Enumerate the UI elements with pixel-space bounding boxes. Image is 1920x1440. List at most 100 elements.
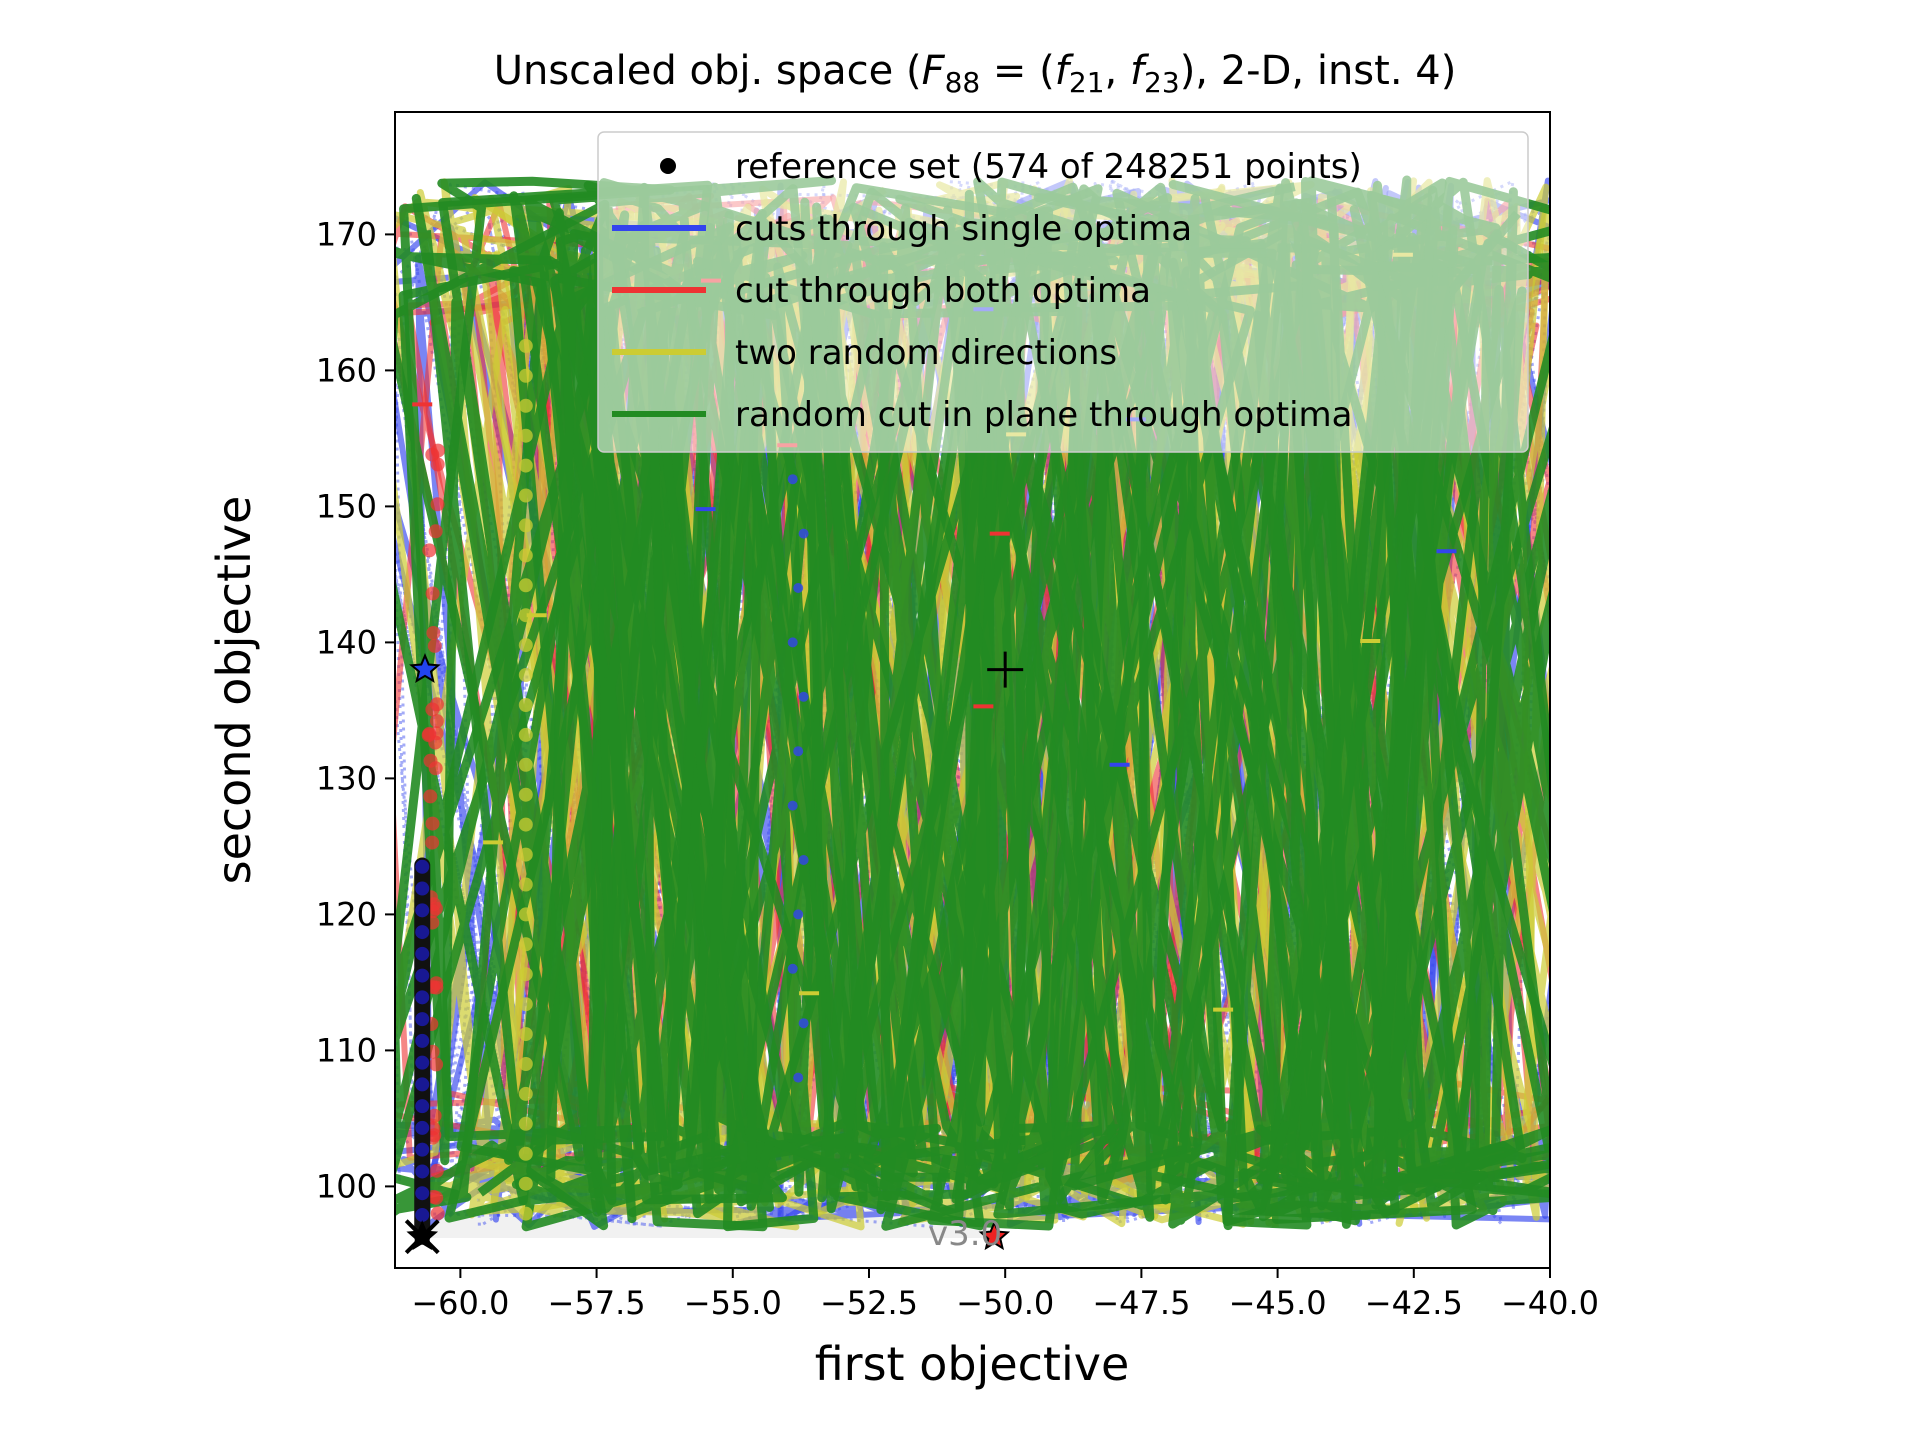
- yellow-dot: [518, 548, 533, 563]
- reference-point: [415, 1164, 430, 1179]
- red-dot: [427, 1128, 442, 1143]
- blue-dot: [793, 1072, 804, 1083]
- y-tick-label: 170: [316, 215, 377, 253]
- yellow-dot: [518, 967, 533, 982]
- red-dot: [431, 443, 445, 458]
- reference-point: [415, 1012, 430, 1027]
- legend-label-0: reference set (574 of 248251 points): [735, 147, 1362, 187]
- x-tick-label: −57.5: [548, 1284, 646, 1322]
- x-tick-label: −47.5: [1092, 1284, 1190, 1322]
- x-tick-label: −45.0: [1229, 1284, 1327, 1322]
- yellow-dot: [518, 668, 533, 682]
- red-dot: [423, 789, 438, 804]
- yellow-dot: [518, 757, 533, 772]
- y-tick-label: 110: [316, 1031, 377, 1069]
- blue-star-marker: [409, 652, 441, 683]
- reference-point: [415, 1120, 430, 1135]
- legend: reference set (574 of 248251 points) cuts…: [597, 131, 1529, 453]
- red-dot: [430, 497, 445, 512]
- blue-dot: [798, 691, 809, 702]
- yellow-dot: [518, 1027, 533, 1042]
- red-dot: [429, 1190, 444, 1205]
- legend-label-1: cuts through single optima: [735, 209, 1192, 249]
- blue-dot: [798, 1018, 809, 1029]
- blue-dot: [793, 746, 804, 757]
- yellow-dot: [518, 877, 533, 892]
- yellow-dot: [518, 1176, 533, 1191]
- x-tick-label: −52.5: [820, 1284, 918, 1322]
- yellow-dot: [518, 1146, 533, 1161]
- yellow-dot: [518, 847, 533, 862]
- optimum-2-star: [978, 1220, 1011, 1251]
- yellow-dot: [518, 1116, 533, 1131]
- reference-point: [415, 1142, 430, 1157]
- x-tick-label: −40.0: [1501, 1284, 1599, 1322]
- yellow-dot: [518, 578, 533, 593]
- x-axis-label: first objective: [815, 1337, 1130, 1391]
- red-dot: [422, 543, 437, 558]
- version-label: v3.0: [928, 1214, 1002, 1254]
- x-tick-label: −50.0: [956, 1284, 1054, 1322]
- blue-dot: [793, 583, 804, 593]
- legend-marker-0: [660, 158, 676, 174]
- yellow-dot: [518, 638, 533, 653]
- red-dot: [426, 626, 441, 640]
- red-dot: [427, 1108, 442, 1123]
- chart-title: Unscaled obj. space (F88 = (f21, f23), 2…: [494, 48, 1457, 99]
- reference-point: [415, 1099, 430, 1114]
- reference-point: [415, 925, 430, 940]
- yellow-dot: [518, 907, 533, 922]
- marks-layer: [404, 252, 1457, 1255]
- blue-dot: [787, 474, 798, 485]
- reference-point: [415, 1186, 430, 1201]
- yellow-dot: [518, 398, 533, 413]
- yellow-dot: [518, 997, 533, 1012]
- red-dot: [421, 728, 436, 743]
- reference-point: [415, 881, 430, 896]
- red-dot: [425, 816, 440, 831]
- reference-point: [415, 946, 430, 961]
- y-tick-label: 140: [316, 623, 377, 661]
- y-axis: 100 110 120 130 140 150 160 170: [316, 215, 395, 1205]
- x-tick-label: −55.0: [684, 1284, 782, 1322]
- reference-point: [415, 990, 430, 1005]
- legend-label-4: random cut in plane through optima: [735, 395, 1353, 435]
- red-dot: [429, 1057, 444, 1072]
- legend-label-2: cut through both optima: [735, 271, 1151, 311]
- reference-point: [415, 1207, 430, 1222]
- yellow-dot: [518, 937, 533, 952]
- yellow-dot: [518, 368, 533, 383]
- reference-point: [415, 1033, 430, 1048]
- x-axis: −60.0 −57.5 −55.0 −52.5 −50.0 −47.5 −45.0 −42.5…: [411, 1268, 1599, 1322]
- x-tick-label: −42.5: [1365, 1284, 1463, 1322]
- blue-dot: [787, 963, 798, 974]
- yellow-dot: [518, 698, 533, 712]
- yellow-dot: [518, 1086, 533, 1101]
- series-plane-4: [636, 184, 957, 1232]
- blue-dot: [787, 637, 798, 648]
- blue-dot: [793, 909, 804, 920]
- red-dot: [430, 1206, 445, 1221]
- x-tick-label: −60.0: [411, 1284, 509, 1322]
- reference-point: [415, 1055, 430, 1070]
- red-dot: [430, 457, 445, 472]
- y-tick-label: 100: [316, 1167, 377, 1205]
- red-dot: [427, 638, 442, 653]
- reference-point: [415, 968, 430, 983]
- series-plane-6: [773, 182, 1127, 1231]
- y-tick-label: 130: [316, 759, 377, 797]
- y-tick-label: 160: [316, 351, 377, 389]
- y-tick-label: 120: [316, 895, 377, 933]
- blue-dot: [798, 528, 809, 539]
- yellow-dot: [518, 428, 533, 443]
- red-dot: [425, 586, 440, 601]
- red-dot: [425, 835, 440, 850]
- yellow-dot: [518, 518, 533, 533]
- y-tick-label: 150: [316, 487, 377, 525]
- legend-box: [597, 131, 1529, 453]
- yellow-dot: [518, 817, 533, 832]
- red-dot: [428, 524, 443, 539]
- yellow-dot: [518, 1057, 533, 1071]
- reference-point: [415, 859, 430, 874]
